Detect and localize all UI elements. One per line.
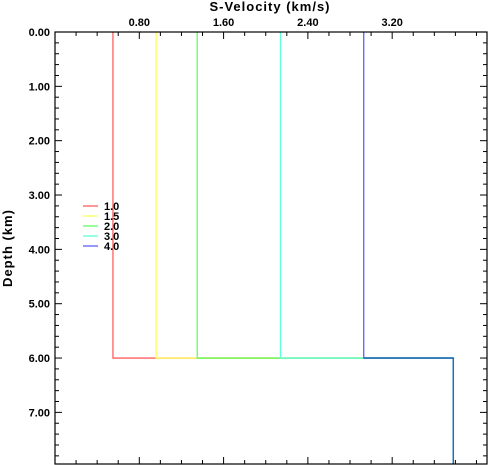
x-tick-label: 2.40 <box>297 17 318 29</box>
y-tick-label: 0.00 <box>29 27 50 39</box>
legend-label-2.0: 2.0 <box>104 221 119 233</box>
legend-label-4.0: 4.0 <box>104 241 119 253</box>
y-tick-label: 7.00 <box>29 407 50 419</box>
series-line-1.0 <box>112 32 454 359</box>
y-tick-label: 5.00 <box>29 299 50 311</box>
y-axis-title: Depth (km) <box>0 209 15 287</box>
legend-label-3.0: 3.0 <box>104 231 119 243</box>
x-axis-title: S-Velocity (km/s) <box>209 0 330 14</box>
y-tick-label: 6.00 <box>29 353 50 365</box>
legend: 1.01.52.03.04.0 <box>83 201 119 253</box>
series-layer <box>112 32 455 464</box>
series-line-2.0 <box>196 32 454 359</box>
y-tick-label: 4.00 <box>29 244 50 256</box>
half-space-line <box>363 357 455 464</box>
plot-frame <box>54 31 488 465</box>
y-tick-label: 1.00 <box>29 81 50 93</box>
y-tick-label: 3.00 <box>29 190 50 202</box>
y-tick-label: 2.00 <box>29 136 50 148</box>
x-tick-label: 1.60 <box>213 17 234 29</box>
ticks-layer: 0.80 1.60 2.40 3.20 0.00 1.00 2.00 3.00 4.00 5.00… <box>29 17 487 464</box>
x-tick-label: 0.80 <box>129 17 150 29</box>
series-line-3.0 <box>279 32 454 359</box>
series-line-4.0 <box>363 32 454 359</box>
legend-label-1.5: 1.5 <box>104 211 119 223</box>
x-tick-label: 3.20 <box>381 17 402 29</box>
legend-label-1.0: 1.0 <box>104 201 119 213</box>
series-line-1.5 <box>155 32 454 359</box>
